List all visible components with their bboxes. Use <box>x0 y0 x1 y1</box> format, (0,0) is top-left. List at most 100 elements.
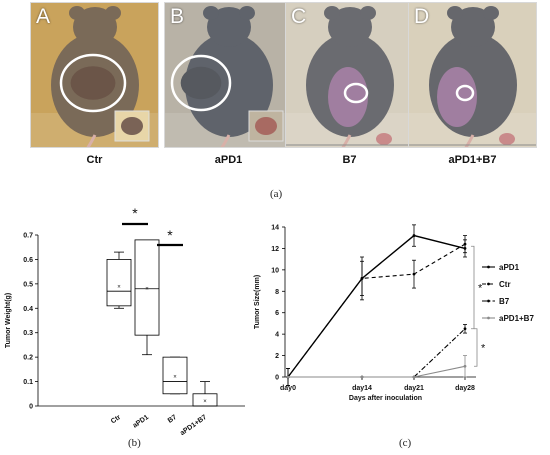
y-tick-label: 0.1 <box>23 379 33 386</box>
data-point <box>463 242 467 246</box>
excised-tumor <box>499 133 515 145</box>
y-tick-label: 0.2 <box>23 355 33 362</box>
y-tick-label: 0.6 <box>23 257 33 264</box>
tumor-area <box>180 66 222 100</box>
photo-label: aPD1+B7 <box>448 154 497 166</box>
tumor-weight-boxplot: 0 0.1 0.2 0.3 0.4 0.5 0.6 0.7 Tumor Weight(g) × Ct… <box>5 205 245 437</box>
tumor-size-linechart: 0 2 4 6 8 10 12 14 Tumor Size(mm) day0 day14 day21 d… <box>254 224 534 402</box>
mean-marker: × <box>203 399 207 405</box>
x-tick-label: aPD1+B7 <box>179 414 208 437</box>
mean-marker: × <box>173 375 177 381</box>
significance-bracket <box>474 328 478 367</box>
y-tick-label: 12 <box>271 246 279 253</box>
y-tick-label: 0 <box>29 404 33 411</box>
mouse-photo: A <box>30 2 159 148</box>
mouse-tail <box>86 134 97 147</box>
legend-label: Ctr <box>499 280 511 289</box>
y-axis-label: Tumor Weight(g) <box>5 293 12 348</box>
tumor-inset <box>114 110 150 142</box>
tumor-area <box>70 66 116 100</box>
y-tick-label: 0.3 <box>23 330 33 337</box>
box <box>162 356 188 395</box>
x-tick-label: day28 <box>455 385 475 392</box>
series-line <box>287 243 466 378</box>
y-tick-label: 6 <box>275 310 279 317</box>
data-point <box>412 234 416 237</box>
legend-marker <box>487 316 490 320</box>
x-tick-label: Ctr <box>110 414 123 426</box>
photo-letter: B <box>170 5 185 28</box>
y-tick-label: 0.5 <box>23 281 33 288</box>
mouse-head <box>207 7 251 47</box>
x-tick-label: day14 <box>352 385 372 392</box>
box <box>106 259 132 307</box>
x-axis-label: Days after inoculation <box>349 395 422 402</box>
mouse-ear <box>447 6 463 20</box>
data-point <box>412 272 416 276</box>
legend-marker <box>487 299 490 303</box>
y-tick-label: 8 <box>275 289 279 296</box>
mouse-ear <box>483 6 499 20</box>
mean-marker: × <box>117 284 121 290</box>
exposed-tissue <box>328 67 368 127</box>
y-tick-label: 0.4 <box>23 306 33 313</box>
mouse-ear <box>324 6 340 20</box>
y-tick-label: 4 <box>275 332 279 339</box>
tumor-circle <box>59 53 127 113</box>
y-tick-label: 14 <box>271 225 279 232</box>
y-axis-label: Tumor Size(mm) <box>254 275 261 329</box>
data-point <box>360 277 364 280</box>
panel-a-caption: (a) <box>270 188 283 200</box>
tumor-circle <box>343 82 369 104</box>
data-point <box>360 375 364 379</box>
mouse-ear <box>239 6 255 20</box>
mouse-ear <box>69 6 85 20</box>
mouse-ear <box>360 6 376 20</box>
y-tick-label: 2 <box>275 353 279 360</box>
photo-label: B7 <box>342 154 357 166</box>
y-tick-label: 0.7 <box>23 233 33 240</box>
legend-label: B7 <box>499 297 510 306</box>
data-point <box>463 327 467 331</box>
significance-star: * <box>167 227 173 243</box>
mouse-photo: B <box>164 2 293 148</box>
legend-label: aPD1 <box>499 263 520 272</box>
series-line <box>288 328 466 378</box>
mouse-photo: C <box>285 2 414 148</box>
tumor-circle <box>455 84 475 102</box>
y-tick-label: 0 <box>275 375 279 382</box>
mouse-head <box>73 7 117 47</box>
photo-letter: C <box>291 5 307 28</box>
x-tick-label: day0 <box>280 385 296 392</box>
y-tick-label: 10 <box>271 267 279 274</box>
x-tick-label: day21 <box>404 385 424 392</box>
mouse-photo: D <box>408 2 537 148</box>
data-point <box>463 364 467 368</box>
legend-marker <box>487 282 490 286</box>
x-tick-label: B7 <box>167 414 178 425</box>
panel-c-caption: (c) <box>399 437 412 449</box>
data-point <box>286 375 290 379</box>
mouse-head <box>328 7 372 47</box>
box <box>134 239 160 336</box>
mouse-ear <box>203 6 219 20</box>
photo-letter: A <box>36 5 51 28</box>
photo-letter: D <box>414 5 430 28</box>
photo-label: aPD1 <box>214 154 243 166</box>
excised-tumor <box>376 133 392 145</box>
significance-bracket <box>471 245 475 330</box>
series-line <box>287 234 466 378</box>
photo-label: Ctr <box>86 154 103 166</box>
legend-marker <box>487 265 490 269</box>
panel-b-caption: (b) <box>128 437 141 449</box>
excised-tumor <box>255 117 277 135</box>
data-point <box>412 375 416 379</box>
mouse-tail <box>220 134 231 147</box>
significance-star: * <box>481 343 486 355</box>
mouse-ear <box>105 6 121 20</box>
legend-label: aPD1+B7 <box>499 314 534 323</box>
excised-tumor <box>121 117 143 135</box>
mouse-tail <box>464 134 475 147</box>
tumor-circle <box>170 54 232 112</box>
series-line <box>288 365 466 378</box>
